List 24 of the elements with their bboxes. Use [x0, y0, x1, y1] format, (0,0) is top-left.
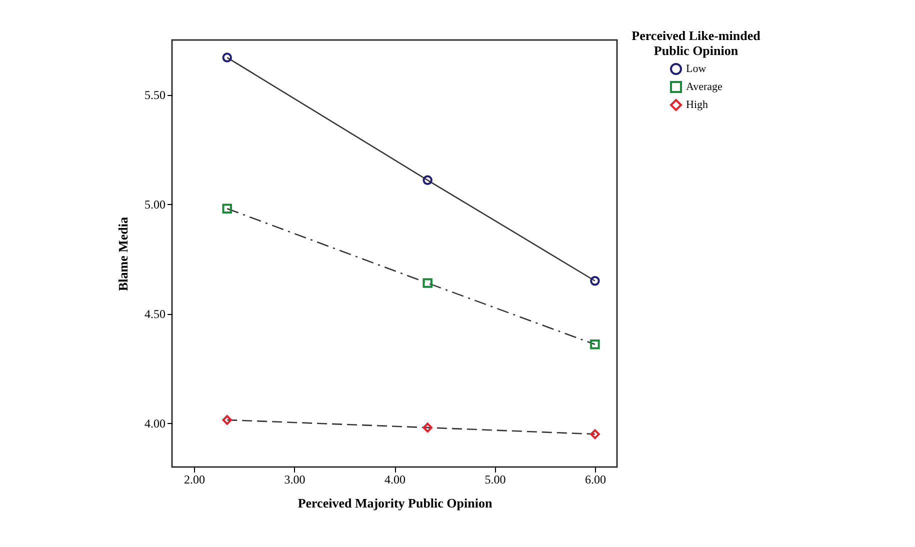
legend-title: Perceived Like-minded Public Opinion: [632, 28, 762, 58]
point: [222, 52, 232, 62]
y-tick-label: 4.50: [144, 307, 166, 322]
y-tick-label: 5.00: [144, 198, 166, 212]
legend-label: High: [686, 99, 708, 111]
x-axis-title: Perceived Majority Public Opinion: [298, 496, 493, 510]
y-tick-label: 5.50: [144, 88, 166, 102]
x-tick-label: 2.00: [184, 472, 206, 486]
point: [590, 340, 600, 350]
point: [222, 415, 232, 425]
point: [422, 175, 432, 186]
x-tick-label: 4.00: [384, 472, 406, 486]
y-tick-label: 4.00: [144, 416, 166, 431]
legend-label: Average: [686, 81, 723, 93]
point: [222, 204, 232, 214]
point: [422, 278, 432, 288]
x-tick-label: 5.00: [484, 472, 506, 486]
legend-label: Low: [686, 63, 706, 75]
point: [590, 276, 600, 286]
x-tick-label: 3.00: [284, 472, 306, 486]
x-tick-label: 6.00: [584, 472, 606, 486]
y-axis-title: Blame Media: [116, 216, 130, 292]
point: [590, 429, 600, 440]
point: [422, 422, 432, 432]
